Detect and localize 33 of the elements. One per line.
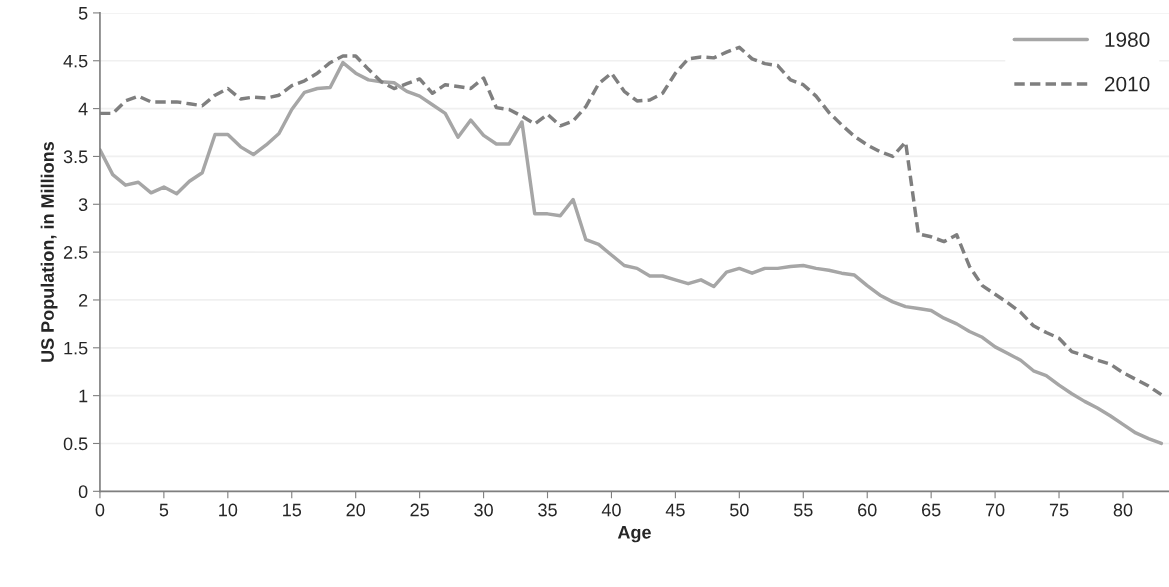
x-tick-label: 0 <box>95 503 105 517</box>
line-series <box>99 60 1164 446</box>
x-tick-label: 40 <box>601 503 621 517</box>
x-tick-label: 5 <box>159 503 169 517</box>
legend-label: 1980 <box>1105 32 1150 47</box>
y-tick-label: 2 <box>79 293 88 307</box>
x-tick-label: 55 <box>793 503 813 517</box>
x-tick-label: 10 <box>219 503 238 517</box>
x-tick-label: 60 <box>858 503 877 517</box>
y-tick-label: 2.5 <box>63 246 88 259</box>
y-tick-label: 1.5 <box>64 341 88 355</box>
y-axis-title: US Population, in Millions <box>40 142 58 362</box>
x-tick-label: 75 <box>1049 503 1069 517</box>
y-tick-label: 0.5 <box>63 437 88 451</box>
x-tick-label: 70 <box>985 503 1005 517</box>
legend-label: 2010 <box>1104 76 1150 92</box>
y-tick-label: 4 <box>78 102 88 116</box>
x-tick-label: 50 <box>730 503 749 517</box>
y-tick-label: 4.5 <box>63 54 88 68</box>
x-tick-label: 65 <box>922 503 941 517</box>
x-tick-label: 35 <box>538 503 557 517</box>
y-tick-label: 3.5 <box>63 150 88 164</box>
x-tick-label: 80 <box>1113 503 1133 517</box>
y-tick-label: 0 <box>78 485 88 499</box>
x-axis-title: Age <box>617 526 651 543</box>
x-tick-label: 45 <box>665 503 685 517</box>
x-tick-label: 15 <box>283 503 302 517</box>
x-tick-label: 25 <box>410 503 429 517</box>
y-tick-label: 1 <box>79 389 88 403</box>
y-tick-label: 5 <box>78 7 88 20</box>
y-tick-label: 3 <box>78 198 88 211</box>
x-tick-label: 30 <box>474 503 493 517</box>
x-tick-label: 20 <box>346 503 366 517</box>
